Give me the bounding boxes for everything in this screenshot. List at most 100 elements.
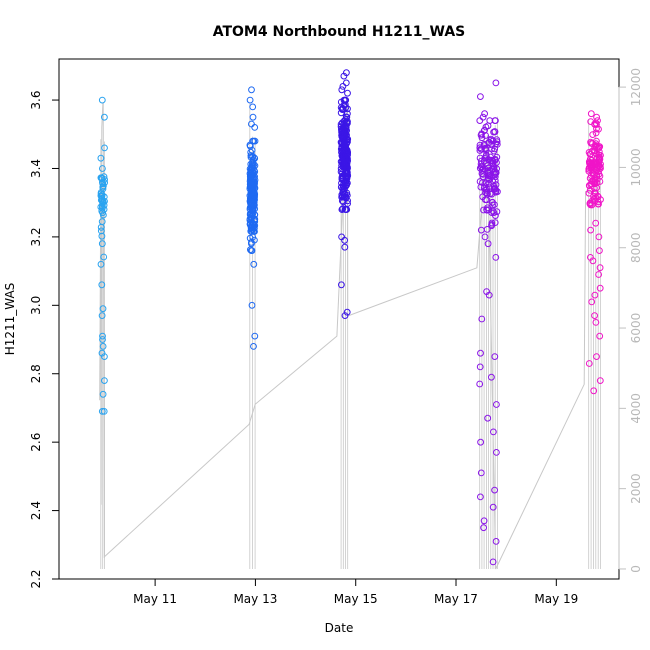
data-point	[481, 110, 489, 118]
data-point	[483, 206, 491, 214]
data-point	[483, 288, 491, 296]
data-point	[338, 193, 346, 201]
y-tick-label: 2.8	[29, 364, 43, 383]
data-point	[588, 298, 596, 306]
data-point	[97, 154, 105, 162]
data-point	[99, 332, 106, 340]
data-point	[98, 175, 106, 183]
data-point	[597, 152, 604, 159]
data-point	[98, 96, 106, 104]
y2-tick-label: 12000	[629, 68, 643, 106]
data-point	[591, 291, 599, 299]
data-point	[493, 153, 501, 161]
data-point	[585, 360, 593, 367]
y2-tick-label: 2000	[629, 473, 643, 504]
data-point	[97, 223, 105, 231]
data-point	[98, 408, 106, 415]
data-point	[248, 240, 255, 248]
data-point	[478, 145, 485, 153]
data-point	[98, 191, 106, 199]
data-point	[476, 380, 484, 388]
data-point	[596, 247, 603, 255]
data-point	[248, 86, 255, 94]
data-point	[341, 130, 349, 138]
y-tick-label: 2.6	[29, 433, 43, 452]
x-tick-label: May 11	[133, 592, 177, 606]
data-point	[591, 120, 598, 128]
x-tick-label: May 19	[534, 592, 578, 606]
data-point	[592, 129, 600, 137]
data-point	[492, 117, 499, 124]
data-point	[492, 538, 500, 545]
data-point	[100, 253, 108, 261]
data-point	[479, 165, 487, 172]
data-point	[489, 558, 497, 566]
data-point	[101, 113, 108, 121]
data-point	[476, 178, 484, 185]
data-point	[596, 284, 604, 292]
y-tick-label: 2.2	[29, 569, 43, 588]
data-point	[480, 127, 488, 135]
data-point	[493, 141, 501, 148]
data-point	[477, 469, 485, 477]
data-point	[339, 83, 347, 90]
data-point	[99, 305, 107, 313]
data-point	[591, 178, 599, 186]
data-point	[341, 96, 349, 104]
data-point	[478, 315, 486, 323]
data-point	[594, 193, 602, 201]
data-point	[593, 171, 601, 179]
data-point	[588, 201, 596, 209]
data-point	[483, 189, 491, 197]
data-point	[341, 312, 349, 320]
data-point	[490, 428, 497, 436]
data-point	[492, 254, 500, 261]
data-point	[484, 164, 492, 172]
data-point	[489, 177, 497, 185]
y2-tick-label: 6000	[629, 313, 643, 344]
data-point	[482, 132, 490, 139]
data-point	[487, 156, 495, 164]
data-point	[489, 198, 496, 206]
y-tick-label: 2.4	[29, 501, 43, 520]
data-point	[477, 160, 485, 168]
data-point	[248, 247, 256, 255]
data-point	[338, 281, 345, 289]
data-point	[492, 79, 500, 87]
data-point	[249, 197, 257, 204]
data-point	[491, 128, 499, 136]
data-point	[341, 169, 349, 177]
data-point	[341, 157, 348, 164]
data-point	[100, 173, 108, 181]
data-point	[101, 377, 108, 385]
data-point	[491, 486, 499, 494]
data-point	[340, 145, 347, 153]
data-point	[101, 144, 108, 152]
data-point	[585, 189, 593, 197]
data-point	[339, 105, 347, 113]
data-point	[341, 243, 349, 251]
data-point	[488, 209, 496, 217]
data-point	[338, 206, 346, 213]
data-point	[99, 165, 106, 172]
data-point	[248, 146, 256, 154]
data-point	[246, 210, 254, 218]
data-point	[476, 144, 484, 152]
data-point	[483, 226, 491, 233]
data-point	[97, 260, 105, 268]
data-point	[338, 233, 346, 241]
data-point	[491, 177, 499, 184]
data-point	[340, 123, 347, 131]
x-tick-label: May 17	[434, 592, 478, 606]
data-point	[592, 156, 600, 163]
data-point	[99, 343, 107, 350]
data-point	[484, 122, 492, 130]
data-point	[479, 113, 487, 121]
data-point	[587, 164, 595, 172]
data-point	[589, 131, 597, 139]
data-point	[493, 138, 501, 146]
data-point	[589, 197, 596, 204]
data-point	[344, 89, 351, 97]
data-point	[249, 103, 257, 111]
data-point	[251, 195, 258, 203]
